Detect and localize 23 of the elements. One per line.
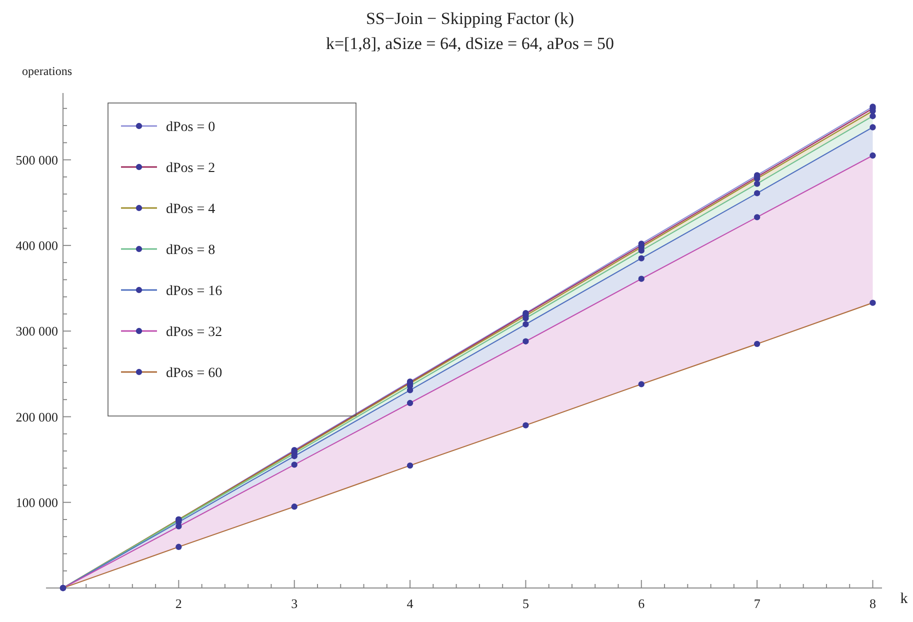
x-tick-label: 2 (175, 596, 182, 611)
legend-label: dPos = 16 (166, 284, 222, 299)
y-tick-label: 500 000 (16, 152, 58, 168)
x-axis-title: k (900, 591, 908, 607)
legend-label: dPos = 32 (166, 324, 222, 340)
chart-title: SS−Join − Skipping Factor (k) (366, 9, 574, 28)
x-tick-label: 6 (638, 596, 646, 611)
x-tick-label: 4 (406, 596, 414, 611)
x-tick-label: 3 (291, 596, 298, 611)
legend-label: dPos = 0 (166, 120, 216, 135)
legend-label: dPos = 8 (166, 242, 216, 258)
legend-label: dPos = 60 (166, 366, 222, 381)
y-tick-label: 400 000 (16, 238, 58, 253)
y-tick-label: 100 000 (16, 494, 58, 510)
chart-subtitle: k=[1,8], aSize = 64, dSize = 64, aPos = 50 (326, 34, 614, 53)
legend-label: dPos = 2 (166, 160, 216, 176)
legend-label: dPos = 4 (166, 202, 216, 217)
x-tick-label: 5 (522, 596, 529, 611)
y-tick-label: 300 000 (16, 324, 58, 339)
y-tick-label: 200 000 (16, 409, 58, 424)
y-axis-title: operations (22, 64, 72, 78)
x-tick-label: 8 (869, 596, 876, 611)
x-tick-label: 7 (754, 596, 761, 611)
